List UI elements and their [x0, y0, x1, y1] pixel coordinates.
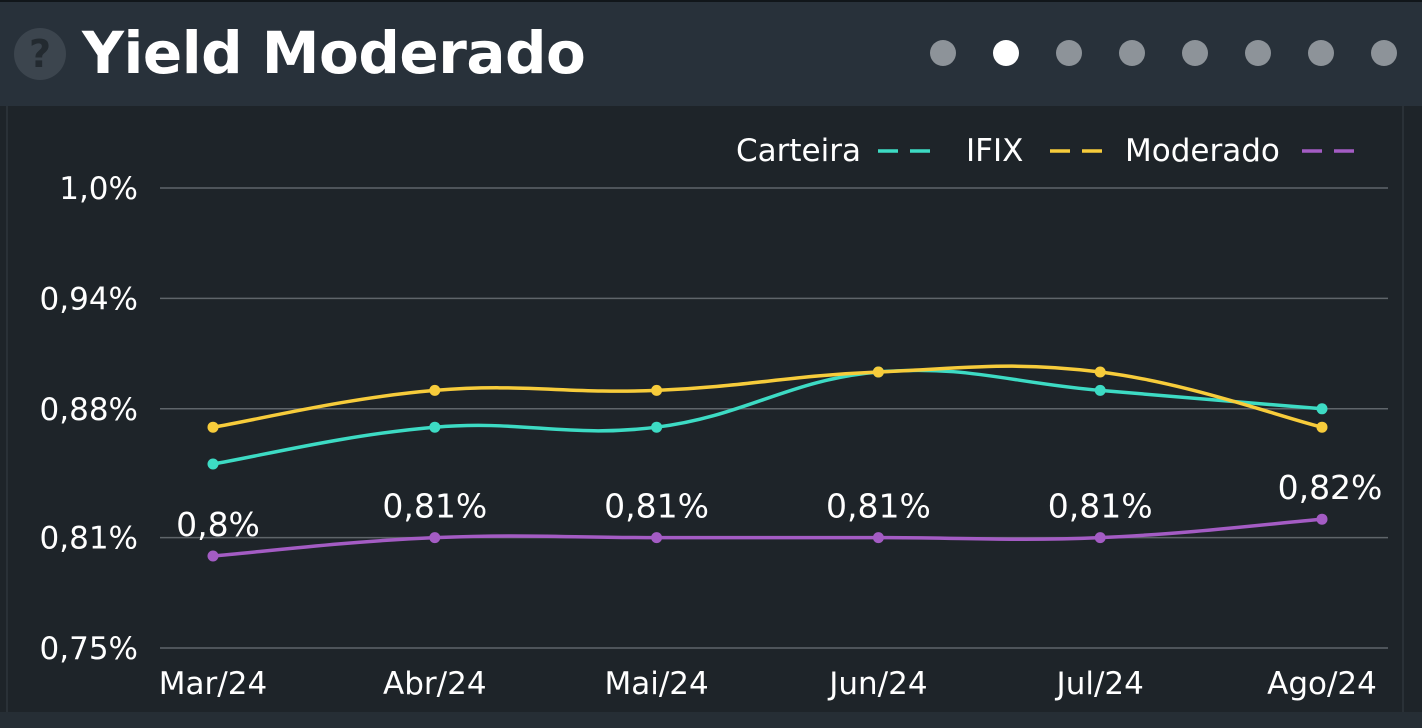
data-label: 0,82% [1278, 468, 1383, 507]
chart-panel: 0,75% 0,81% 0,88% 0,94% 1,0% Mar/24 Abr/24 Mai/… [6, 106, 1404, 712]
x-tick-label: Jun/24 [827, 666, 927, 702]
bottom-bar [0, 712, 1422, 728]
data-point-ifix [872, 366, 884, 378]
data-label: 0,81% [382, 487, 487, 526]
series-line-carteira [212, 368, 1323, 466]
data-point-moderado [1094, 532, 1106, 544]
card-header: ? Yield Moderado [0, 0, 1422, 106]
data-label: 0,81% [1048, 487, 1153, 526]
x-tick-label: Abr/24 [383, 666, 487, 702]
x-tick-label: Ago/24 [1267, 666, 1377, 702]
data-label: 0,81% [826, 487, 931, 526]
legend-label-ifix: IFIX [966, 133, 1023, 169]
data-point-ifix [1094, 366, 1106, 378]
pager-dot-3[interactable] [1056, 40, 1082, 66]
question-icon[interactable]: ? [14, 28, 66, 80]
data-point-moderado [429, 532, 441, 544]
data-point-carteira [1316, 403, 1328, 415]
y-tick-label: 0,88% [40, 392, 138, 428]
series-line-moderado [212, 517, 1323, 558]
pager-dot-8[interactable] [1371, 40, 1397, 66]
series-line-ifix [212, 364, 1323, 429]
data-point-ifix [1316, 421, 1328, 433]
x-tick-label: Mai/24 [604, 666, 708, 702]
data-label: 0,8% [176, 505, 260, 544]
y-tick-label: 1,0% [59, 171, 138, 207]
data-point-carteira [651, 421, 663, 433]
x-tick-label: Jul/24 [1055, 666, 1144, 702]
data-label: 0,81% [604, 487, 709, 526]
yield-line-chart: 0,75% 0,81% 0,88% 0,94% 1,0% Mar/24 Abr/24 Mai/… [40, 133, 1388, 702]
pager-dot-5[interactable] [1182, 40, 1208, 66]
pager-dot-2[interactable] [993, 40, 1019, 66]
data-point-carteira [207, 458, 219, 470]
pager-dot-1[interactable] [930, 40, 956, 66]
y-tick-label: 0,94% [40, 281, 138, 317]
data-point-carteira [429, 421, 441, 433]
data-point-ifix [651, 384, 663, 396]
data-point-moderado [1316, 513, 1328, 525]
data-point-moderado [651, 532, 663, 544]
y-tick-label: 0,81% [40, 521, 138, 557]
legend-label-moderado: Moderado [1125, 133, 1280, 169]
x-tick-label: Mar/24 [159, 666, 267, 702]
data-point-moderado [872, 532, 884, 544]
data-point-ifix [207, 421, 219, 433]
pager-dot-7[interactable] [1308, 40, 1334, 66]
data-point-carteira [1094, 384, 1106, 396]
pager-dot-6[interactable] [1245, 40, 1271, 66]
data-point-moderado [207, 550, 219, 562]
carousel-pager [930, 40, 1397, 66]
legend-label-carteira: Carteira [736, 133, 861, 169]
y-tick-label: 0,75% [40, 631, 138, 667]
pager-dot-4[interactable] [1119, 40, 1145, 66]
page-title: Yield Moderado [82, 19, 586, 87]
data-point-ifix [429, 384, 441, 396]
